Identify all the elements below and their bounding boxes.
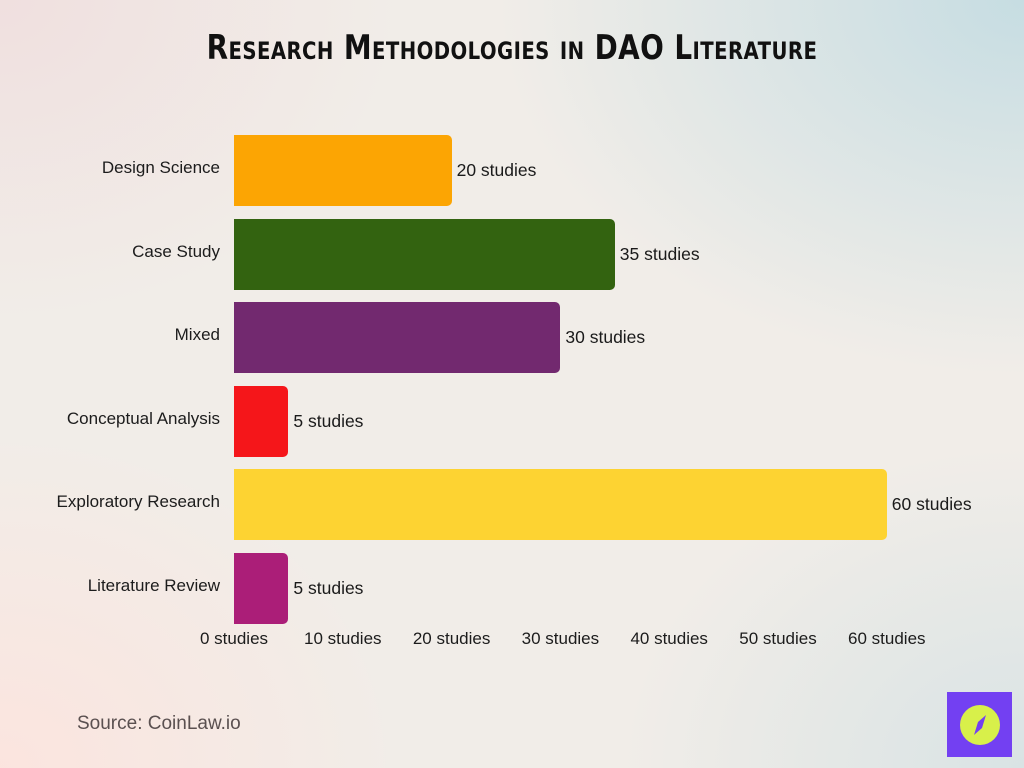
bar xyxy=(234,219,615,290)
category-label: Case Study xyxy=(132,242,220,261)
x-tick-label: 10 studies xyxy=(304,629,382,648)
x-tick-label: 50 studies xyxy=(739,629,817,648)
source-caption: Source: CoinLaw.io xyxy=(77,713,241,734)
category-label: Literature Review xyxy=(87,576,220,595)
value-label: 60 studies xyxy=(891,494,972,514)
x-tick-label: 30 studies xyxy=(521,629,600,648)
value-label: 20 studies xyxy=(456,160,537,180)
category-label: Conceptual Analysis xyxy=(66,409,220,428)
x-tick-label: 20 studies xyxy=(412,629,491,648)
category-label: Design Science xyxy=(101,158,220,177)
category-label: Exploratory Research xyxy=(56,492,220,511)
value-label: 5 studies xyxy=(293,411,364,431)
category-label: Mixed xyxy=(174,325,220,344)
bar xyxy=(234,469,887,540)
x-tick-label: 0 studies xyxy=(199,629,269,648)
compass-icon xyxy=(959,704,1000,745)
brand-logo xyxy=(947,692,1012,757)
value-label: 5 studies xyxy=(293,578,364,598)
value-label: 30 studies xyxy=(565,327,646,347)
chart-title: Research Methodologies in DAO Literature xyxy=(206,28,818,68)
x-tick-label: 40 studies xyxy=(630,629,708,648)
bar xyxy=(234,135,452,206)
bar xyxy=(234,553,289,624)
bar xyxy=(234,386,289,457)
value-label: 35 studies xyxy=(619,244,700,264)
x-tick-label: 60 studies xyxy=(848,629,926,648)
bar xyxy=(234,302,561,373)
